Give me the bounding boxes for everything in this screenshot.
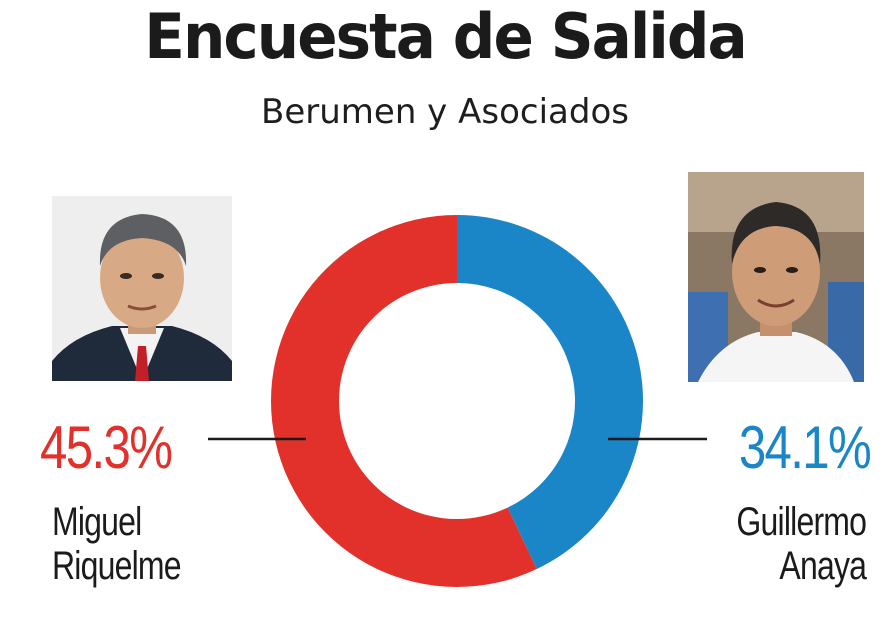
data-label-anaya: 34.1% <box>738 414 872 481</box>
candidate-name-line: Miguel <box>52 500 142 544</box>
donut-slice-miguel-riquelme <box>271 215 537 587</box>
data-label-riquelme: 45.3% <box>40 414 173 481</box>
candidate-name-right: Guillermo Anaya <box>736 500 867 588</box>
candidate-photo-left <box>52 196 232 381</box>
chart-title: Encuesta de Salida <box>144 0 747 73</box>
donut-slices <box>271 215 643 587</box>
candidate-name-line: Anaya <box>779 544 867 588</box>
candidate-name-line: Guillermo <box>736 500 867 544</box>
candidate-name-left: Miguel Riquelme <box>52 500 182 588</box>
candidate-photo-right <box>688 172 864 382</box>
chart-subtitle: Berumen y Asociados <box>261 92 629 132</box>
portrait-icon <box>688 172 864 382</box>
donut-slice-guillermo-anaya <box>457 215 643 570</box>
candidate-name-line: Riquelme <box>52 544 182 588</box>
portrait-icon <box>52 196 232 381</box>
